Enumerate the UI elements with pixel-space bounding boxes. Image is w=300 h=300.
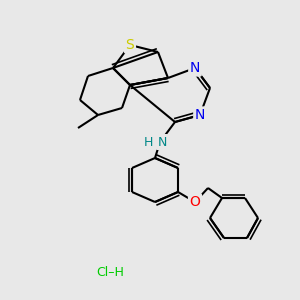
Text: Cl–H: Cl–H <box>96 266 124 278</box>
Text: N: N <box>157 136 167 148</box>
Text: N: N <box>195 108 205 122</box>
Text: N: N <box>190 61 200 75</box>
Text: O: O <box>190 195 200 209</box>
Text: S: S <box>126 38 134 52</box>
Text: H: H <box>143 136 153 148</box>
